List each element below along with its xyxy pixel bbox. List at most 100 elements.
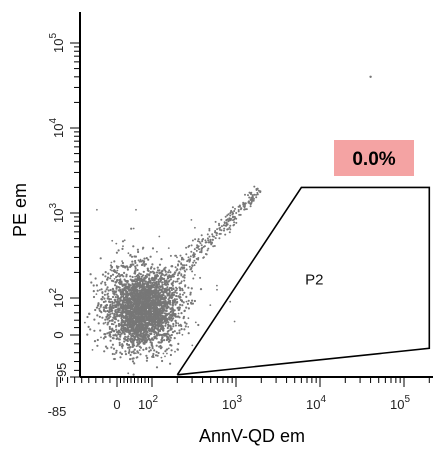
data-point	[251, 194, 254, 197]
data-point	[124, 280, 127, 283]
data-point	[125, 342, 129, 346]
data-point	[110, 309, 113, 313]
data-point	[155, 275, 158, 278]
data-point	[125, 265, 128, 268]
data-point	[228, 218, 231, 221]
data-point	[148, 346, 151, 349]
data-point	[135, 332, 138, 336]
data-point	[156, 314, 159, 317]
data-point	[118, 338, 121, 341]
data-point	[168, 339, 171, 342]
data-point	[128, 350, 131, 353]
data-point	[135, 208, 137, 211]
gate-polygon[interactable]	[176, 186, 431, 376]
data-point	[141, 322, 144, 325]
data-point	[127, 326, 130, 329]
data-point	[166, 332, 169, 335]
data-point	[134, 307, 137, 310]
data-point	[134, 272, 137, 275]
data-point	[233, 218, 236, 221]
data-point	[192, 256, 195, 258]
data-point	[124, 289, 127, 292]
data-point	[235, 212, 238, 214]
data-point	[136, 293, 139, 296]
data-point	[141, 248, 144, 250]
data-point	[184, 285, 187, 288]
data-point	[188, 244, 191, 247]
data-point	[137, 336, 139, 339]
data-point	[160, 307, 163, 310]
data-point	[128, 292, 131, 295]
data-point	[114, 316, 117, 319]
data-point	[133, 332, 136, 335]
data-point	[218, 232, 221, 235]
data-point	[175, 269, 178, 272]
data-point	[155, 271, 159, 274]
data-point	[200, 234, 203, 237]
data-point	[111, 312, 114, 315]
data-point	[144, 306, 147, 309]
data-point	[132, 245, 135, 248]
data-point	[152, 299, 155, 301]
data-point	[161, 326, 164, 330]
data-point	[110, 279, 114, 282]
data-point	[181, 333, 184, 336]
data-point	[176, 256, 178, 259]
data-point	[170, 296, 174, 299]
data-point	[167, 276, 170, 279]
data-point	[115, 313, 118, 316]
data-point	[164, 283, 167, 286]
data-point	[148, 328, 151, 331]
data-point	[133, 352, 136, 355]
data-point	[145, 295, 148, 298]
data-point	[129, 358, 132, 361]
data-point	[137, 344, 139, 347]
data-point	[151, 276, 154, 279]
data-point	[233, 221, 236, 224]
data-point	[103, 297, 106, 300]
data-point	[142, 310, 144, 313]
data-point	[148, 299, 151, 302]
data-point	[148, 302, 151, 305]
data-point	[131, 297, 134, 300]
data-point	[112, 323, 115, 326]
data-point	[139, 296, 142, 299]
data-point	[109, 277, 112, 280]
data-point	[188, 260, 191, 263]
data-point	[131, 275, 134, 279]
data-point	[191, 264, 194, 267]
data-point	[165, 279, 168, 282]
data-point	[111, 239, 114, 242]
data-point	[169, 314, 172, 317]
data-point	[251, 197, 254, 200]
gate-p2[interactable]: P2 0.0%	[176, 140, 431, 376]
data-point	[120, 332, 123, 335]
data-point	[180, 273, 183, 276]
data-point	[158, 272, 161, 275]
data-point	[113, 293, 116, 296]
data-point	[87, 325, 90, 328]
data-point	[167, 288, 170, 291]
data-point	[185, 300, 188, 303]
data-point	[119, 298, 122, 301]
data-point	[131, 282, 134, 286]
data-point	[105, 288, 108, 291]
data-point	[208, 229, 211, 232]
data-point	[178, 331, 181, 335]
data-point	[109, 315, 112, 318]
data-point	[110, 306, 114, 309]
data-point	[161, 309, 164, 312]
data-point	[179, 268, 182, 271]
data-point	[189, 291, 192, 294]
data-point	[134, 282, 137, 285]
data-point	[151, 283, 153, 286]
data-point	[162, 333, 165, 336]
data-point	[139, 341, 142, 344]
data-point	[116, 330, 119, 333]
data-point	[177, 272, 180, 275]
data-point	[124, 301, 127, 304]
data-point	[123, 316, 126, 319]
data-point	[150, 342, 153, 345]
data-point	[185, 246, 188, 249]
data-point	[138, 325, 141, 328]
